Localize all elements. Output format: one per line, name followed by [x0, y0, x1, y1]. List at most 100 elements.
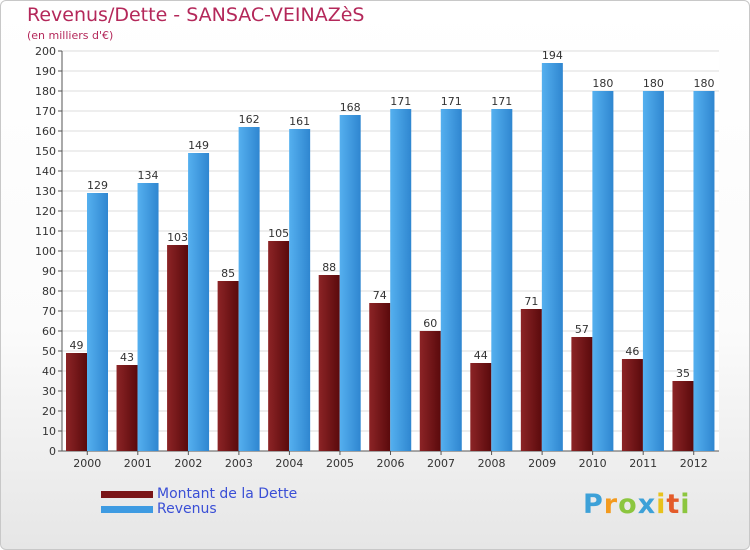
bar-dette — [268, 241, 290, 451]
logo-letter: i — [656, 489, 667, 520]
chart-subtitle: (en milliers d'€) — [27, 29, 114, 42]
y-tick-label: 180 — [35, 85, 56, 98]
y-tick-label: 130 — [35, 185, 56, 198]
bar-dette — [167, 245, 189, 451]
bar-revenus — [491, 109, 513, 451]
bar-dette — [621, 359, 643, 451]
x-tick-label: 2012 — [680, 457, 708, 470]
logo-letter: i — [680, 489, 691, 520]
bar-dette — [470, 363, 492, 451]
value-label-revenus: 180 — [693, 77, 714, 90]
x-tick-label: 2001 — [124, 457, 152, 470]
bar-dette — [571, 337, 593, 451]
y-tick-label: 0 — [49, 445, 56, 458]
logo-letter: x — [637, 489, 657, 520]
value-label-dette: 46 — [625, 345, 639, 358]
x-tick-label: 2008 — [478, 457, 506, 470]
y-tick-label: 120 — [35, 205, 56, 218]
x-tick-label: 2010 — [579, 457, 607, 470]
x-tick-label: 2000 — [73, 457, 101, 470]
proxiti-logo: Proxiti — [583, 489, 691, 520]
y-tick-label: 150 — [35, 145, 56, 158]
value-label-revenus: 180 — [643, 77, 664, 90]
y-tick-label: 110 — [35, 225, 56, 238]
x-tick-label: 2004 — [275, 457, 303, 470]
value-label-revenus: 180 — [592, 77, 613, 90]
y-tick-label: 160 — [35, 125, 56, 138]
legend-item-revenus: Revenus — [101, 502, 297, 517]
value-label-revenus: 194 — [542, 49, 563, 62]
value-label-dette: 35 — [676, 367, 690, 380]
x-tick-label: 2003 — [225, 457, 253, 470]
value-label-dette: 88 — [322, 261, 336, 274]
bar-revenus — [390, 109, 412, 451]
value-label-dette: 44 — [474, 349, 488, 362]
bar-revenus — [87, 193, 108, 451]
bar-dette — [369, 303, 391, 451]
y-tick-label: 170 — [35, 105, 56, 118]
value-label-dette: 105 — [268, 227, 289, 240]
bar-revenus — [440, 109, 462, 451]
x-tick-label: 2007 — [427, 457, 455, 470]
bar-revenus — [238, 127, 260, 451]
x-tick-label: 2002 — [174, 457, 202, 470]
value-label-dette: 74 — [373, 289, 387, 302]
value-label-revenus: 162 — [239, 113, 260, 126]
legend-swatch-dette — [101, 491, 153, 498]
bar-dette — [520, 309, 542, 451]
y-tick-label: 20 — [42, 405, 56, 418]
bar-revenus — [642, 91, 664, 451]
bar-dette — [116, 365, 138, 451]
value-label-dette: 71 — [524, 295, 538, 308]
value-label-dette: 49 — [70, 339, 84, 352]
y-tick-label: 190 — [35, 65, 56, 78]
value-label-dette: 85 — [221, 267, 235, 280]
bar-revenus — [592, 91, 614, 451]
y-tick-label: 30 — [42, 385, 56, 398]
y-tick-label: 100 — [35, 245, 56, 258]
legend-label-revenus: Revenus — [157, 501, 217, 517]
chart-title: Revenus/Dette - SANSAC-VEINAZèS — [27, 4, 365, 26]
value-label-revenus: 171 — [441, 95, 462, 108]
y-tick-label: 50 — [42, 345, 56, 358]
y-tick-label: 80 — [42, 285, 56, 298]
value-label-dette: 103 — [167, 231, 188, 244]
y-tick-label: 70 — [42, 305, 56, 318]
logo-letter: r — [603, 489, 619, 520]
value-label-revenus: 134 — [138, 169, 159, 182]
legend-label-dette: Montant de la Dette — [157, 486, 298, 502]
bar-revenus — [188, 153, 210, 451]
value-label-revenus: 168 — [340, 101, 361, 114]
y-tick-label: 10 — [42, 425, 56, 438]
value-label-revenus: 161 — [289, 115, 310, 128]
bar-revenus — [339, 115, 361, 451]
y-tick-label: 40 — [42, 365, 56, 378]
value-label-revenus: 149 — [188, 139, 209, 152]
bar-dette — [217, 281, 239, 451]
value-label-dette: 57 — [575, 323, 589, 336]
bar-revenus — [289, 129, 311, 451]
legend-item-dette: Montant de la Dette — [101, 487, 297, 502]
logo-letter: o — [618, 489, 638, 520]
y-tick-label: 60 — [42, 325, 56, 338]
logo-letter: P — [583, 489, 604, 520]
y-tick-label: 140 — [35, 165, 56, 178]
x-tick-label: 2009 — [528, 457, 556, 470]
legend-swatch-revenus — [101, 506, 153, 513]
bar-revenus — [137, 183, 159, 451]
y-tick-label: 200 — [35, 45, 56, 58]
bar-dette — [672, 381, 694, 451]
value-label-revenus: 171 — [491, 95, 512, 108]
value-label-dette: 43 — [120, 351, 134, 364]
logo-letter: t — [666, 489, 681, 520]
value-label-dette: 60 — [423, 317, 437, 330]
x-tick-label: 2011 — [629, 457, 657, 470]
bar-dette — [419, 331, 441, 451]
chart-legend: Montant de la Dette Revenus — [101, 487, 297, 517]
x-tick-label: 2006 — [377, 457, 405, 470]
bar-dette — [318, 275, 340, 451]
bar-dette — [66, 353, 87, 451]
y-tick-label: 90 — [42, 265, 56, 278]
